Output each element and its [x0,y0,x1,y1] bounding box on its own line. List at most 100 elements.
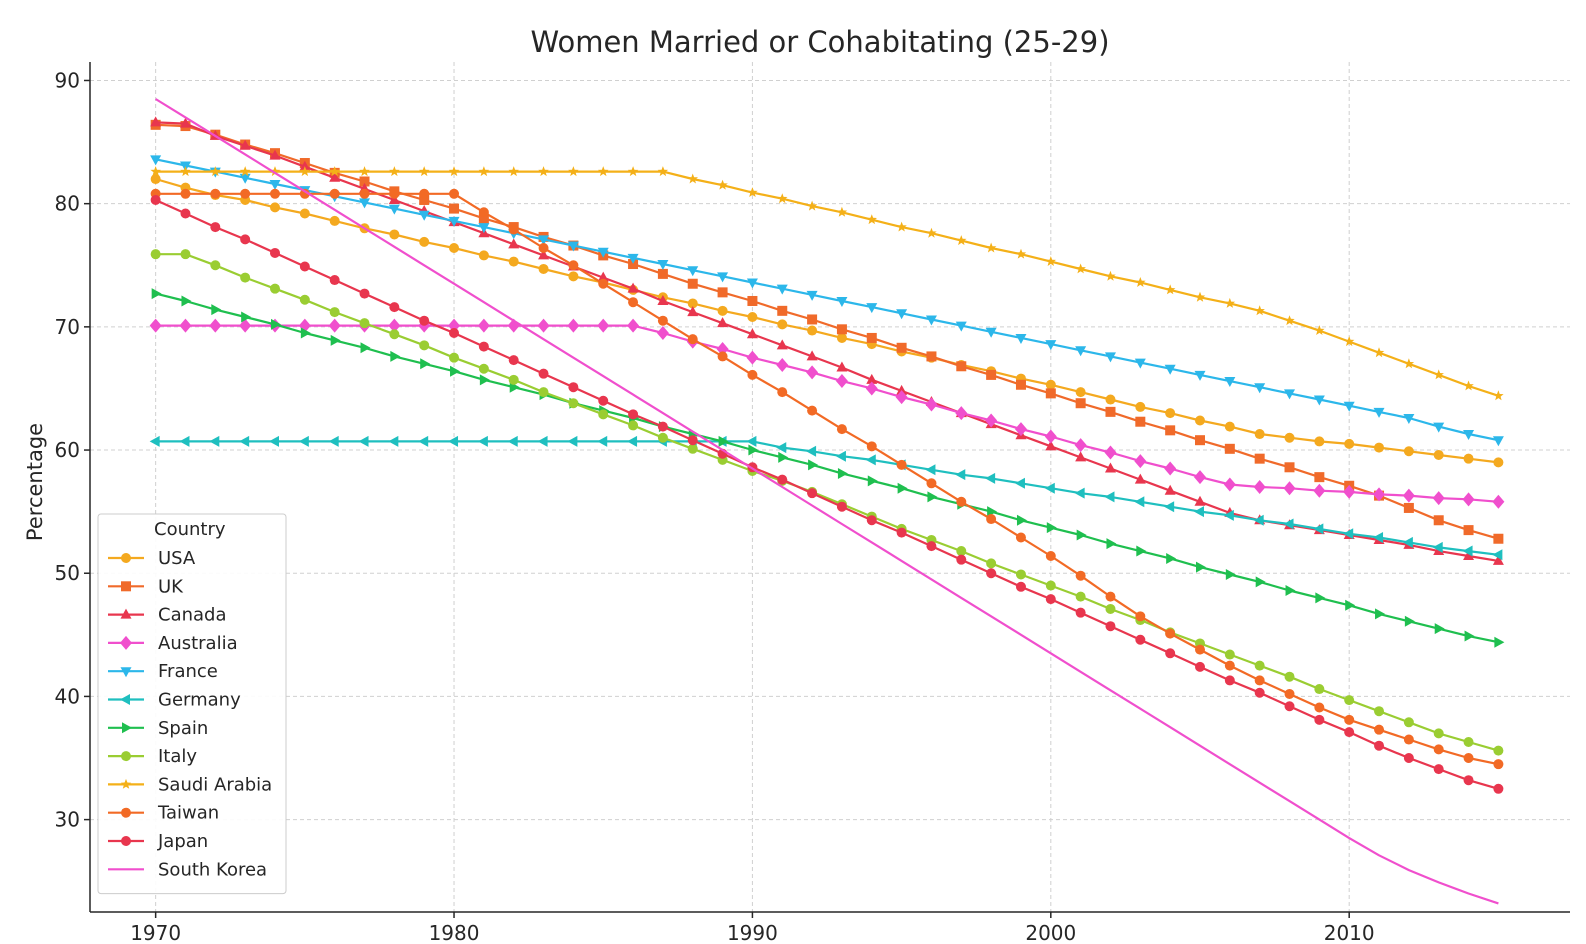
data-point [1224,377,1236,388]
data-point [1403,414,1415,425]
legend-label: France [158,661,218,682]
data-point [1434,623,1445,635]
data-point [1343,484,1356,499]
data-point [359,176,370,187]
data-point [896,459,907,470]
data-point [1135,611,1146,622]
data-point [508,224,519,235]
data-point [865,454,876,466]
data-point [1374,442,1385,453]
y-axis-label: Percentage [23,423,47,541]
data-point [1166,552,1177,564]
data-point [1283,481,1296,496]
data-point [777,319,788,330]
legend-box [97,513,287,895]
legend-item: Italy [108,746,197,767]
data-point [1075,451,1087,462]
data-point [449,352,460,363]
data-point [897,482,908,494]
data-point [687,306,699,317]
data-point [1313,483,1326,498]
data-point [1492,494,1505,509]
legend-label: Canada [158,605,227,626]
data-point [1136,545,1147,557]
chart-title: Women Married or Cohabitating (25-29) [530,25,1109,59]
data-point [986,369,997,380]
legend-item: Spain [108,718,208,739]
data-point [1315,592,1326,604]
data-point [866,515,877,526]
data-point [746,435,757,447]
data-point [149,318,162,333]
legend-label: Spain [158,718,208,739]
data-point [1313,523,1324,535]
data-point [1105,270,1116,281]
data-point [1224,660,1235,671]
legend-label: Taiwan [157,803,219,824]
legend-label: Italy [158,746,197,767]
data-point [776,339,788,350]
series-australia [149,318,1505,509]
x-tick-label: 2000 [1025,921,1076,944]
data-point [1493,533,1504,544]
data-point [210,260,221,271]
legend-item: Australia [108,633,238,654]
data-point [746,328,758,339]
data-point [1195,661,1205,672]
y-tick-label: 90 [55,68,80,92]
data-point [836,206,848,217]
data-point [1254,383,1266,394]
data-point [1105,603,1116,614]
y-tick-label: 30 [55,808,80,832]
data-point [239,318,252,333]
data-point [687,278,698,289]
data-point [1045,550,1056,561]
data-point [777,193,788,204]
data-point [538,263,549,274]
data-point [1493,759,1504,770]
legend-label: Germany [158,690,241,711]
data-point [239,173,251,184]
data-point [1463,753,1474,764]
data-point [627,435,638,447]
data-point [150,249,161,260]
data-point [1194,291,1206,302]
data-point [955,406,968,421]
data-point [896,309,908,320]
data-point [1284,315,1295,326]
data-point [1223,509,1234,521]
data-point [1076,529,1087,541]
data-point [389,166,400,177]
data-point [419,340,430,351]
legend-item: Germany [108,690,241,711]
data-point [687,266,699,277]
data-point [776,442,787,454]
data-point [926,351,937,362]
legend-item: Taiwan [108,803,219,824]
data-point [299,166,311,177]
data-point [1075,346,1087,357]
data-point [627,318,640,333]
y-tick-label: 70 [55,315,80,339]
data-point [1015,248,1027,259]
data-point [1463,549,1475,560]
data-point [568,382,579,393]
data-point [1194,370,1206,381]
data-point [567,318,580,333]
data-point [926,478,937,489]
data-point [180,166,191,177]
data-point [1074,438,1087,453]
data-point [1015,379,1026,390]
data-point [1433,764,1444,775]
data-point [180,188,191,199]
legend-label: UK [158,576,184,597]
legend-item: Japan [108,831,208,852]
data-point [1253,480,1266,494]
data-point [956,496,967,507]
data-point [1492,549,1503,561]
data-point [568,398,579,409]
series-line [155,253,1499,752]
data-point [1402,488,1415,503]
data-point [657,268,668,279]
data-point [239,435,250,447]
